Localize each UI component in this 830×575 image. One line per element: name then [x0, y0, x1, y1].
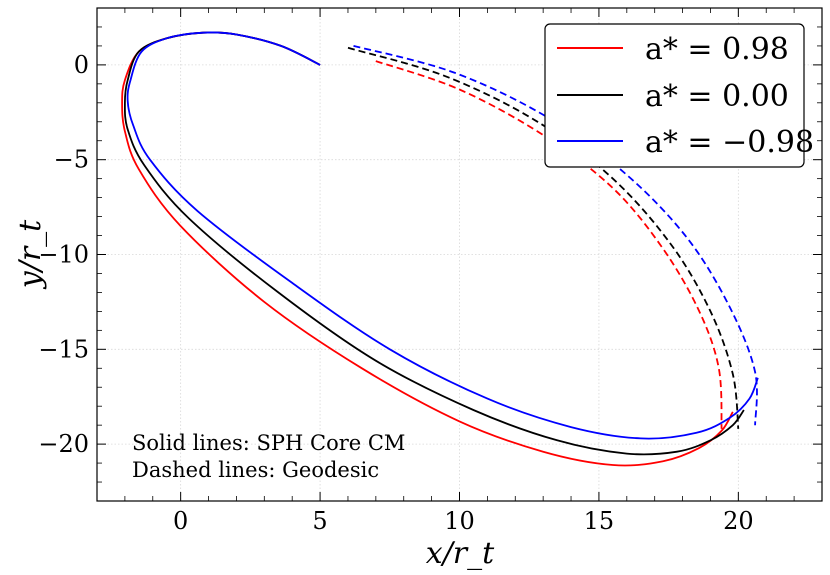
- y-tick-label: 0: [74, 51, 89, 79]
- legend-box: [544, 23, 805, 168]
- x-tick-label: 0: [173, 507, 188, 535]
- x-tick-label: 20: [723, 507, 754, 535]
- tick-labels: 0 5 10 15 20 0 −5 −10 −15 −20: [38, 51, 753, 535]
- x-axis-label: x/r_t: [426, 536, 495, 571]
- y-tick-label: −10: [38, 241, 89, 269]
- x-tick-label: 10: [444, 507, 475, 535]
- series-lines: [121, 31, 759, 467]
- legend-label-a-neg0.98: a* = −0.98: [645, 125, 814, 160]
- y-tick-label: −5: [54, 146, 89, 174]
- series-line: [375, 60, 723, 429]
- series-line: [353, 45, 758, 426]
- axis-ticks: [96, 7, 823, 502]
- series-line: [126, 31, 759, 440]
- annotation-solid-lines: Solid lines: SPH Core CM: [132, 431, 405, 455]
- x-tick-label: 15: [584, 507, 615, 535]
- y-tick-label: −20: [38, 430, 89, 458]
- legend-label-a-0.98: a* = 0.98: [645, 32, 789, 67]
- x-tick-label: 5: [312, 507, 327, 535]
- y-tick-label: −15: [38, 335, 89, 363]
- legend: a* = 0.98 a* = 0.00 a* = −0.98: [544, 23, 814, 168]
- legend-label-a-0.00: a* = 0.00: [645, 79, 789, 114]
- y-axis-label: y/r_t: [13, 219, 48, 290]
- annotation-dashed-lines: Dashed lines: Geodesic: [132, 458, 379, 482]
- series-line: [347, 46, 740, 429]
